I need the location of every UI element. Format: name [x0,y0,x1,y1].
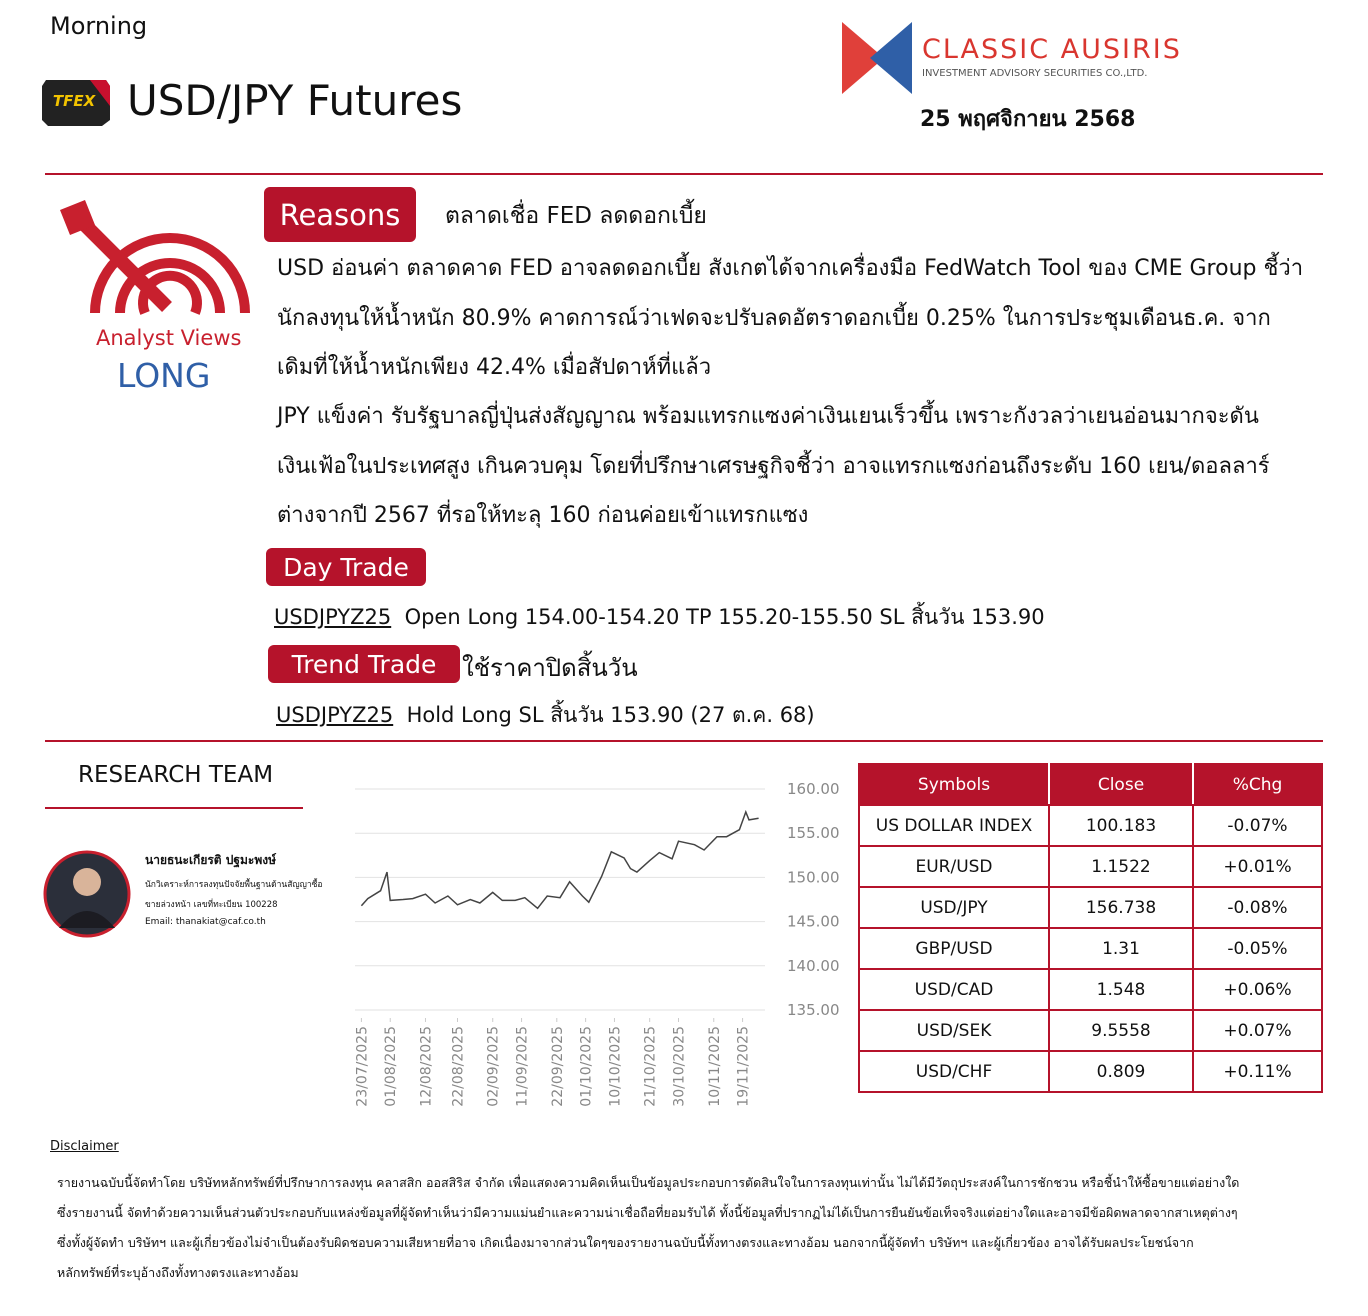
change-cell: -0.05% [1192,927,1323,970]
team-title: RESEARCH TEAM [78,762,274,788]
quote-table: Symbols Close %Chg US DOLLAR INDEX 100.183 -0… [858,763,1323,1093]
disclaimer-line: ซึ่งรายงานนี้ จัดทำด้วยความเห็นส่วนตัวปร… [57,1205,1238,1220]
symbol-cell: USD/CAD [858,968,1050,1011]
analyst-role: นักวิเคราะห์การลงทุนปัจจัยพื้นฐานด้านสัญ… [145,880,323,890]
change-cell: +0.11% [1192,1050,1323,1093]
change-cell: -0.08% [1192,886,1323,929]
header-row: Symbols Close %Chg [858,763,1323,806]
symbol-cell: US DOLLAR INDEX [858,804,1050,847]
session: Morning [50,12,148,40]
y-tick-label: 155.00 [787,824,840,842]
table-row: USD/SEK 9.5558 +0.07% [858,1009,1323,1052]
trend-trade-tag: Trend Trade [268,645,460,683]
symbol-cell: USD/CHF [858,1050,1050,1093]
symbol-cell: USD/SEK [858,1009,1050,1052]
day-trade-tag: Day Trade [266,548,426,586]
column-header: Close [1048,763,1194,806]
divider [45,740,1323,742]
symbol: USDJPYZ25 [276,703,394,727]
team-underline [45,807,303,809]
x-tick-label: 21/10/2025 [643,1026,659,1107]
disclaimer-text: รายงานฉบับนี้จัดทำโดย บริษัทหลักทรัพย์ที… [57,1168,1239,1288]
y-tick-label: 150.00 [787,868,840,886]
x-tick-label: 01/10/2025 [579,1026,595,1107]
column-header: Symbols [858,763,1050,806]
logo-text: TFEX [53,92,97,110]
close-cell: 0.809 [1048,1050,1194,1093]
day-trade-line: USDJPYZ25 Open Long 154.00-154.20 TP 155… [274,601,1045,634]
disclaimer-line: ซึ่งทั้งผู้จัดทำ บริษัทฯ และผู้เกี่ยวข้อ… [57,1235,1194,1250]
analyst-role: ขายล่วงหน้า เลขที่ทะเบียน 100228 [145,900,278,910]
close-cell: 100.183 [1048,804,1194,847]
symbol-cell: GBP/USD [858,927,1050,970]
x-tick-label: 30/10/2025 [672,1026,688,1107]
y-tick-label: 140.00 [787,957,840,975]
x-tick-label: 22/08/2025 [451,1026,467,1107]
table-row: USD/CAD 1.548 +0.06% [858,968,1323,1011]
company-sub: INVESTMENT ADVISORY SECURITIES CO.,LTD. [922,68,1148,79]
analyst-view: LONG [117,356,211,395]
company-logo [842,22,912,94]
x-tick-label: 10/11/2025 [707,1026,723,1107]
x-tick-label: 11/09/2025 [515,1026,531,1107]
close-cell: 156.738 [1048,886,1194,929]
change-cell: +0.06% [1192,968,1323,1011]
trend-trade-line: USDJPYZ25 Hold Long SL สิ้นวัน 153.90 (2… [276,699,815,732]
symbol-cell: USD/JPY [858,886,1050,929]
y-tick-label: 135.00 [787,1001,840,1019]
close-cell: 1.548 [1048,968,1194,1011]
change-cell: +0.01% [1192,845,1323,888]
disclaimer-line: รายงานฉบับนี้จัดทำโดย บริษัทหลักทรัพย์ที… [57,1175,1240,1190]
trend-note: ใช้ราคาปิดสิ้นวัน [462,654,638,682]
table-row: EUR/USD 1.1522 +0.01% [858,845,1323,888]
x-tick-label: 19/11/2025 [736,1026,752,1107]
report-date: 25 พฤศจิกายน 2568 [920,107,1136,132]
analyst-label: Analyst Views [96,326,242,350]
x-tick-label: 02/09/2025 [486,1026,502,1107]
y-tick-label: 145.00 [787,913,840,931]
column-header: %Chg [1192,763,1323,806]
target-icon [60,200,250,315]
x-tick-label: 22/09/2025 [550,1026,566,1107]
y-tick-label: 160.00 [787,780,840,798]
trade-text: Hold Long SL สิ้นวัน 153.90 (27 ต.ค. 68) [406,703,815,727]
x-tick-label: 10/10/2025 [607,1026,623,1107]
price-line [360,809,759,910]
table-row: US DOLLAR INDEX 100.183 -0.07% [858,804,1323,847]
close-cell: 1.31 [1048,927,1194,970]
close-cell: 1.1522 [1048,845,1194,888]
x-tick-label: 12/08/2025 [418,1026,434,1107]
analyst-name: นายธนะเกียรติ ปฐมะพงษ์ [145,853,277,867]
table-row: USD/JPY 156.738 -0.08% [858,886,1323,929]
disclaimer-title: Disclaimer [50,1139,119,1154]
analyst-email: Email: thanakiat@caf.co.th [145,917,266,927]
page-title: USD/JPY Futures [127,76,463,125]
reason-paragraph: JPY แข็งค่า รับรัฐบาลญี่ปุ่นส่งสัญญาณ พร… [277,404,1270,528]
divider [45,173,1323,175]
reason-paragraph: USD อ่อนค่า ตลาดคาด FED อาจลดดอกเบี้ย สั… [277,256,1304,380]
trade-text: Open Long 154.00-154.20 TP 155.20-155.50… [404,605,1045,629]
company-name: CLASSIC AUSIRIS [922,34,1182,65]
table-row: GBP/USD 1.31 -0.05% [858,927,1323,970]
reasons-tag: Reasons [264,187,416,242]
change-cell: +0.07% [1192,1009,1323,1052]
analyst-photo [43,850,131,938]
disclaimer-line: หลักทรัพย์ที่ระบุอ้างถึงทั้งทางตรงและทาง… [57,1265,299,1280]
x-tick-label: 23/07/2025 [354,1026,370,1107]
table-row: USD/CHF 0.809 +0.11% [858,1050,1323,1093]
symbol-cell: EUR/USD [858,845,1050,888]
symbol: USDJPYZ25 [274,605,392,629]
close-cell: 9.5558 [1048,1009,1194,1052]
price-chart: 135.00 140.00 145.00 150.00 155.00 160.00 23/0… [354,780,840,1107]
reasons-headline: ตลาดเชื่อ FED ลดดอกเบี้ย [445,203,707,229]
tfex-logo: TFEX [42,80,110,126]
x-tick-label: 01/08/2025 [383,1026,399,1107]
change-cell: -0.07% [1192,804,1323,847]
